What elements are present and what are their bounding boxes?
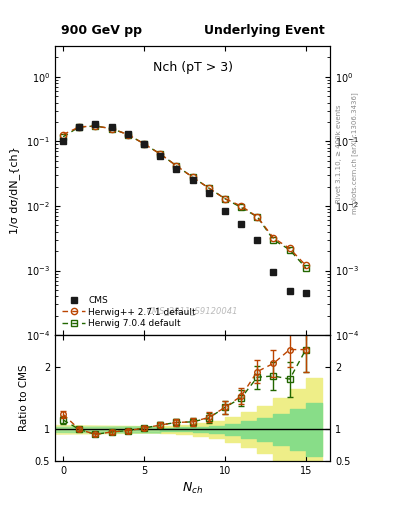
- Herwig 7.0.4 default: [77, 124, 82, 130]
- Herwig 7.0.4 default: [61, 134, 66, 140]
- Herwig 7.0.4 default: [255, 214, 260, 220]
- CMS: [287, 288, 292, 294]
- Text: mcplots.cern.ch [arXiv:1306.3436]: mcplots.cern.ch [arXiv:1306.3436]: [352, 93, 358, 215]
- Herwig++ 2.7.1 default: [239, 203, 244, 209]
- CMS: [206, 190, 211, 196]
- Y-axis label: 1/σ dσ/dN_{ch}: 1/σ dσ/dN_{ch}: [9, 147, 20, 234]
- X-axis label: $N_{ch}$: $N_{ch}$: [182, 481, 203, 496]
- CMS: [222, 207, 227, 214]
- Herwig 7.0.4 default: [109, 125, 114, 132]
- Herwig++ 2.7.1 default: [109, 125, 114, 132]
- Herwig++ 2.7.1 default: [93, 123, 98, 129]
- CMS: [158, 153, 163, 159]
- CMS: [303, 290, 308, 296]
- Line: Herwig 7.0.4 default: Herwig 7.0.4 default: [60, 123, 309, 271]
- Legend: CMS, Herwig++ 2.7.1 default, Herwig 7.0.4 default: CMS, Herwig++ 2.7.1 default, Herwig 7.0.…: [59, 294, 199, 331]
- CMS: [190, 177, 195, 183]
- Herwig++ 2.7.1 default: [125, 132, 130, 138]
- CMS: [61, 138, 66, 144]
- Herwig 7.0.4 default: [287, 247, 292, 253]
- CMS: [77, 124, 82, 130]
- Herwig++ 2.7.1 default: [271, 235, 276, 241]
- Herwig 7.0.4 default: [174, 163, 179, 169]
- Herwig++ 2.7.1 default: [303, 262, 308, 268]
- CMS: [174, 165, 179, 172]
- Herwig 7.0.4 default: [93, 123, 98, 129]
- Herwig++ 2.7.1 default: [141, 141, 146, 147]
- CMS: [239, 221, 244, 227]
- Herwig++ 2.7.1 default: [255, 214, 260, 220]
- Herwig++ 2.7.1 default: [174, 163, 179, 169]
- Herwig++ 2.7.1 default: [206, 185, 211, 191]
- Text: CMS_2011_S9120041: CMS_2011_S9120041: [147, 306, 238, 315]
- Herwig 7.0.4 default: [303, 265, 308, 271]
- Text: Nch (pT > 3): Nch (pT > 3): [152, 60, 233, 74]
- CMS: [255, 237, 260, 243]
- Herwig++ 2.7.1 default: [222, 196, 227, 202]
- Line: CMS: CMS: [60, 120, 309, 296]
- Herwig++ 2.7.1 default: [77, 124, 82, 130]
- Text: Rivet 3.1.10, ≥ 400k events: Rivet 3.1.10, ≥ 400k events: [336, 104, 342, 203]
- Herwig++ 2.7.1 default: [287, 245, 292, 251]
- CMS: [93, 121, 98, 127]
- Text: 900 GeV pp: 900 GeV pp: [61, 25, 141, 37]
- Text: Underlying Event: Underlying Event: [204, 25, 325, 37]
- Herwig 7.0.4 default: [222, 196, 227, 202]
- CMS: [271, 269, 276, 275]
- Herwig 7.0.4 default: [141, 141, 146, 147]
- Herwig 7.0.4 default: [158, 151, 163, 157]
- Y-axis label: Ratio to CMS: Ratio to CMS: [19, 365, 29, 431]
- CMS: [109, 124, 114, 131]
- Herwig 7.0.4 default: [190, 174, 195, 180]
- Line: Herwig++ 2.7.1 default: Herwig++ 2.7.1 default: [60, 123, 309, 269]
- Herwig++ 2.7.1 default: [158, 151, 163, 157]
- Herwig 7.0.4 default: [239, 204, 244, 210]
- Herwig++ 2.7.1 default: [190, 174, 195, 180]
- Herwig 7.0.4 default: [271, 237, 276, 243]
- Herwig++ 2.7.1 default: [61, 132, 66, 138]
- CMS: [141, 141, 146, 147]
- Herwig 7.0.4 default: [125, 132, 130, 138]
- CMS: [125, 131, 130, 137]
- Herwig 7.0.4 default: [206, 185, 211, 191]
